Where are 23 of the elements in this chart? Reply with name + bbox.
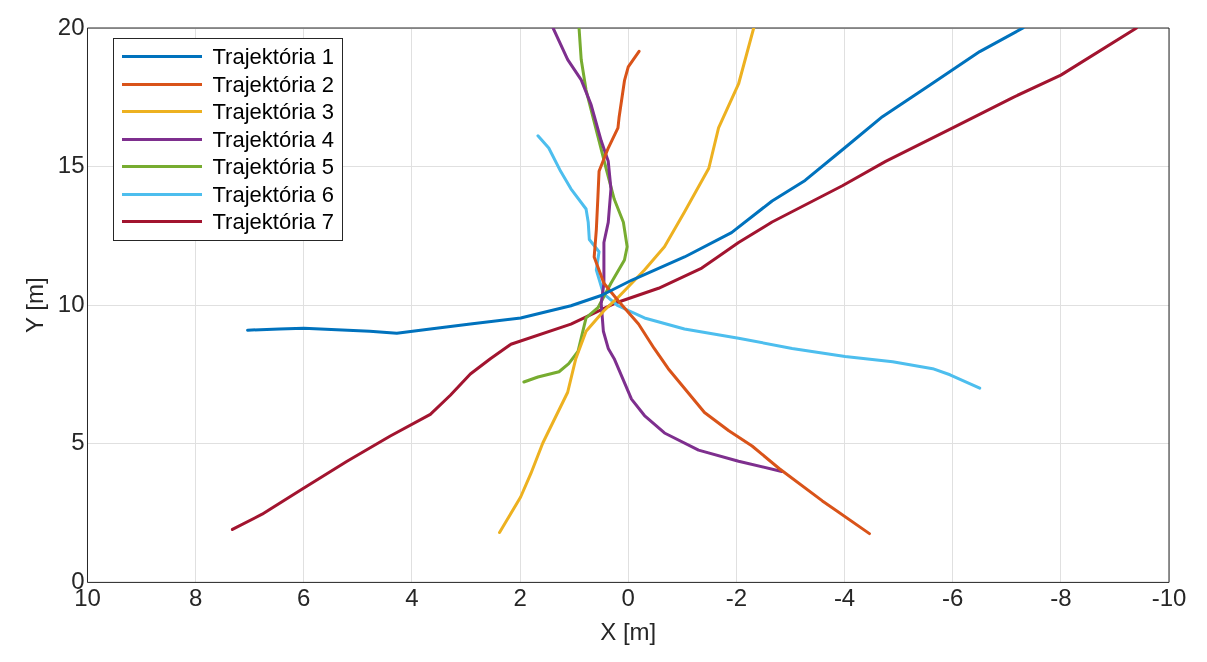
x-tick-label: 8 — [188, 584, 203, 612]
x-tick-label: 2 — [513, 584, 527, 612]
x-tick-label: -4 — [833, 584, 856, 612]
legend-label: Trajektória 5 — [212, 153, 334, 181]
x-tick-label: -2 — [725, 584, 748, 612]
y-tick-label: 15 — [57, 151, 85, 179]
y-tick-label: 20 — [57, 12, 85, 40]
x-tick-label: -6 — [942, 584, 964, 612]
legend-label: Trajektória 4 — [212, 125, 334, 153]
legend-label: Trajektória 6 — [212, 180, 334, 208]
x-tick-label: 6 — [297, 584, 311, 612]
x-axis-title: X [m] — [600, 618, 657, 646]
legend-label: Trajektória 1 — [212, 43, 334, 71]
legend-label: Trajektória 7 — [212, 208, 334, 236]
y-tick-label: 10 — [57, 289, 85, 317]
legend-label: Trajektória 2 — [212, 70, 334, 98]
x-tick-label: -10 — [1151, 584, 1187, 612]
x-tick-label: 0 — [621, 584, 635, 612]
y-axis-title: Y [m] — [21, 277, 49, 333]
legend-label: Trajektória 3 — [212, 98, 334, 126]
x-tick-label: 4 — [405, 584, 419, 612]
x-tick-label: -8 — [1050, 584, 1072, 612]
y-tick-label: 5 — [71, 428, 85, 456]
